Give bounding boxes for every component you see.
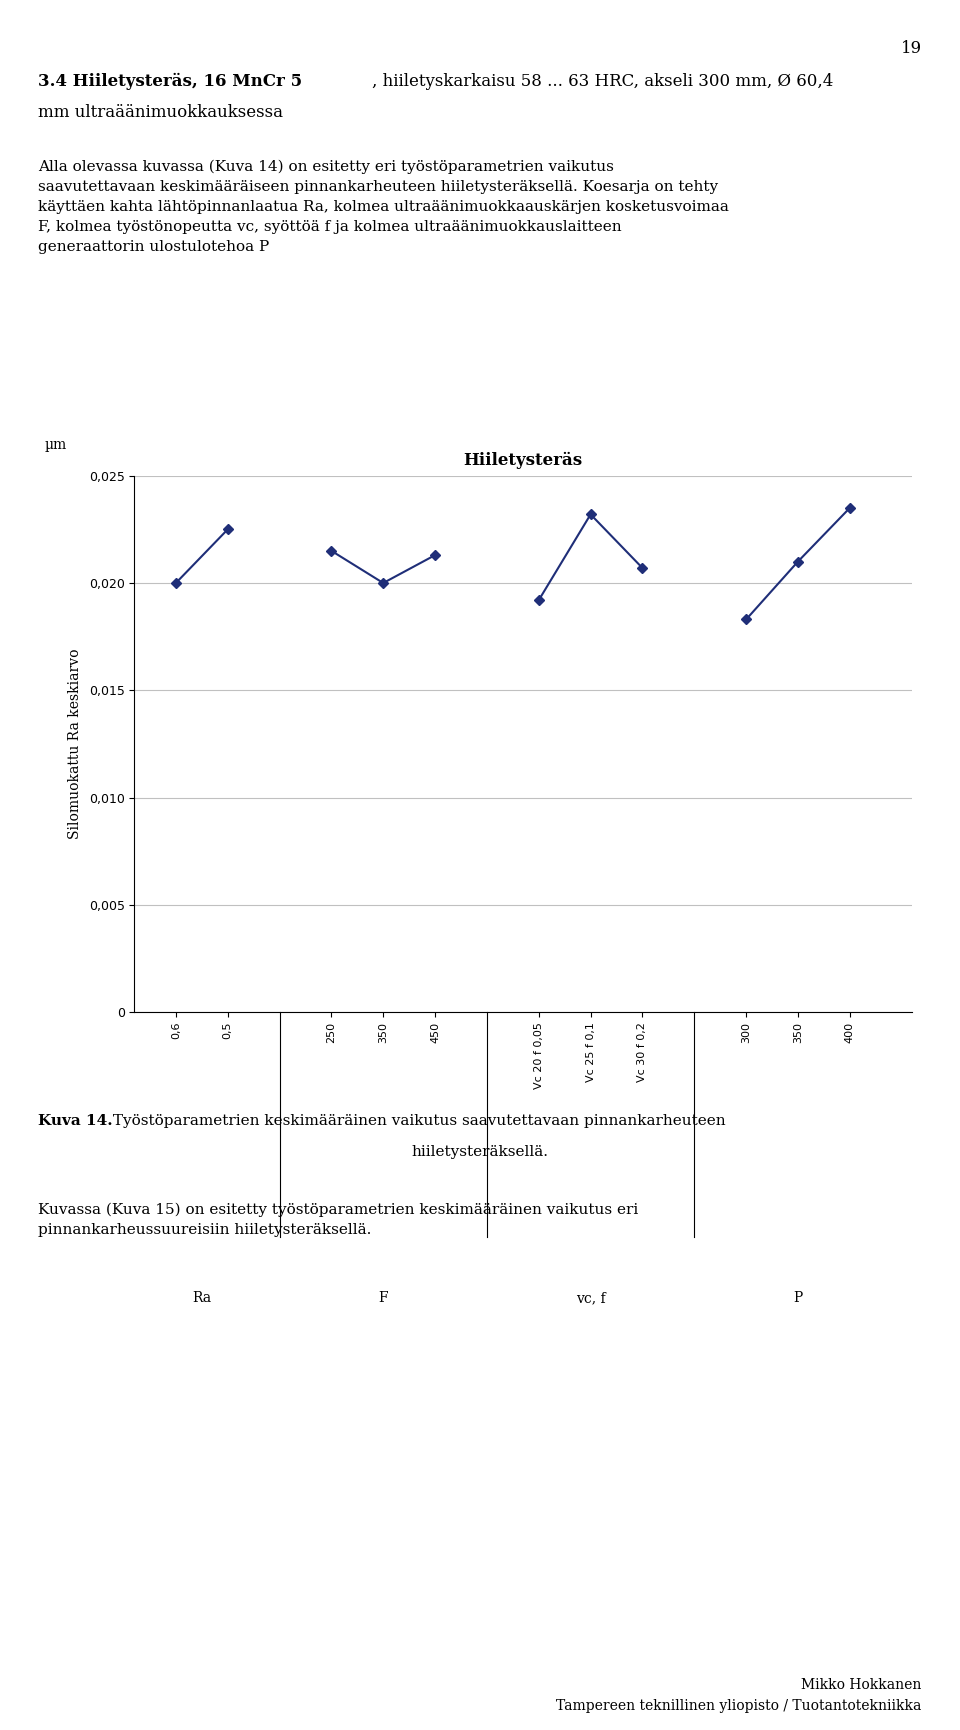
Y-axis label: Silomuokattu Ra keskiarvo: Silomuokattu Ra keskiarvo [68, 649, 82, 839]
Text: 19: 19 [900, 40, 922, 57]
Text: Tampereen teknillinen yliopisto / Tuotantotekniikka: Tampereen teknillinen yliopisto / Tuotan… [556, 1699, 922, 1713]
Text: 3.4 Hiiletysteräs, 16 MnCr 5: 3.4 Hiiletysteräs, 16 MnCr 5 [38, 73, 302, 90]
Text: vc, f: vc, f [576, 1291, 606, 1304]
Text: hiiletysteräksellä.: hiiletysteräksellä. [412, 1145, 548, 1159]
Text: F: F [378, 1291, 388, 1304]
Text: , hiiletyskarkaisu 58 ... 63 HRC, akseli 300 mm, Ø 60,4: , hiiletyskarkaisu 58 ... 63 HRC, akseli… [372, 73, 833, 90]
Text: Työstöparametrien keskimääräinen vaikutus saavutettavaan pinnankarheuteen: Työstöparametrien keskimääräinen vaikutu… [108, 1114, 725, 1128]
Text: P: P [793, 1291, 803, 1304]
Text: Kuva 14.: Kuva 14. [38, 1114, 113, 1128]
Title: Hiiletysteräs: Hiiletysteräs [464, 452, 583, 469]
Text: Kuvassa (Kuva 15) on esitetty työstöparametrien keskimääräinen vaikutus eri
pinn: Kuvassa (Kuva 15) on esitetty työstöpara… [38, 1202, 638, 1237]
Text: µm: µm [45, 438, 67, 452]
Text: Alla olevassa kuvassa (Kuva 14) on esitetty eri työstöparametrien vaikutus
saavu: Alla olevassa kuvassa (Kuva 14) on esite… [38, 159, 730, 254]
Text: mm ultraäänimuokkauksessa: mm ultraäänimuokkauksessa [38, 104, 283, 121]
Text: Ra: Ra [192, 1291, 211, 1304]
Text: Mikko Hokkanen: Mikko Hokkanen [802, 1678, 922, 1692]
